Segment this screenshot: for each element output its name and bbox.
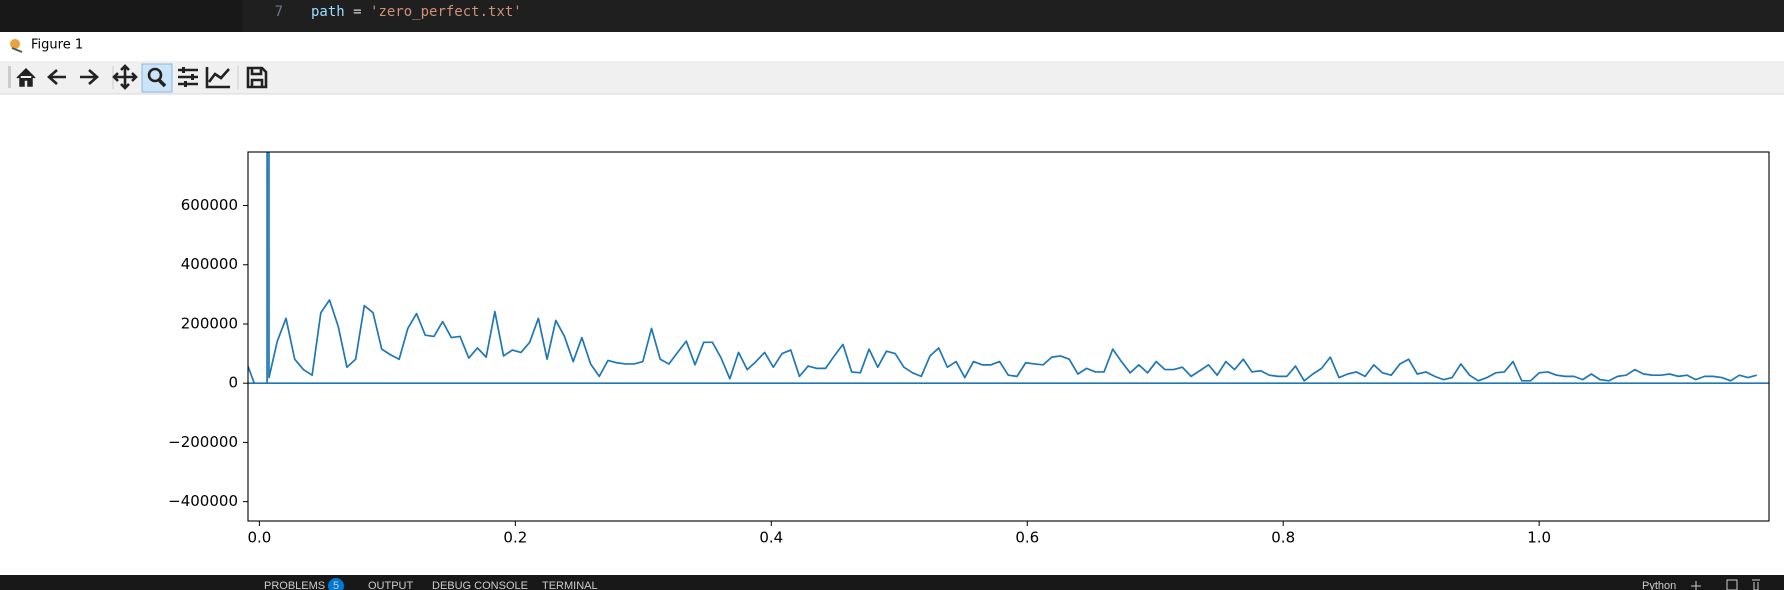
terminal-profile[interactable]: Python	[1642, 580, 1676, 590]
code-token: path	[311, 4, 345, 20]
figure-window	[0, 32, 1784, 575]
panel-actions[interactable]	[1691, 579, 1760, 590]
y-tick-label: −200000	[168, 433, 238, 451]
back-button[interactable]	[47, 69, 66, 85]
y-tick-label: 400000	[181, 255, 238, 273]
toolbar-grip	[8, 66, 11, 88]
window-title: Figure 1	[31, 38, 83, 53]
panel-tab[interactable]: DEBUG CONSOLE	[432, 580, 528, 590]
zoom-icon	[147, 67, 167, 88]
x-tick-label: 0.8	[1271, 529, 1295, 547]
configure-button[interactable]	[178, 67, 198, 87]
axes-edit-button[interactable]	[205, 67, 230, 89]
forward-button[interactable]	[80, 69, 99, 85]
y-tick-label: 600000	[181, 196, 238, 214]
code-line: path = 'zero_perfect.txt'	[311, 4, 522, 20]
x-tick-label: 1.0	[1527, 529, 1551, 547]
y-tick-label: 200000	[181, 314, 238, 332]
pan-button[interactable]	[112, 64, 138, 90]
editor	[0, 0, 1784, 34]
data-line	[248, 152, 1769, 385]
panel-bar	[0, 575, 1784, 590]
y-tick-label: −400000	[168, 492, 238, 510]
panel-tab[interactable]: TERMINAL	[542, 580, 598, 590]
save-button[interactable]	[246, 66, 268, 89]
toolbar	[0, 61, 1784, 94]
x-tick-label: 0.2	[503, 529, 527, 547]
sidebar	[0, 0, 242, 34]
window-icon	[10, 39, 23, 53]
chart: −400000 −200000 0 200000 400000 600000 0.0 0.2 0…	[168, 152, 1769, 547]
problem-count: 5	[333, 580, 339, 590]
x-tick-label: 0.0	[247, 529, 271, 547]
code-token: =	[345, 4, 370, 20]
home-button[interactable]	[16, 67, 36, 87]
axes-frame	[247, 151, 1770, 522]
panel-tab[interactable]: PROBLEMS	[264, 580, 325, 590]
x-tick-label: 0.6	[1015, 529, 1039, 547]
line-number: 7	[275, 4, 283, 20]
panel-tab[interactable]: OUTPUT	[368, 580, 414, 590]
y-tick-label: 0	[228, 374, 238, 392]
x-tick-label: 0.4	[759, 529, 783, 547]
code-token: 'zero_perfect.txt'	[370, 4, 522, 20]
badge	[328, 578, 344, 590]
